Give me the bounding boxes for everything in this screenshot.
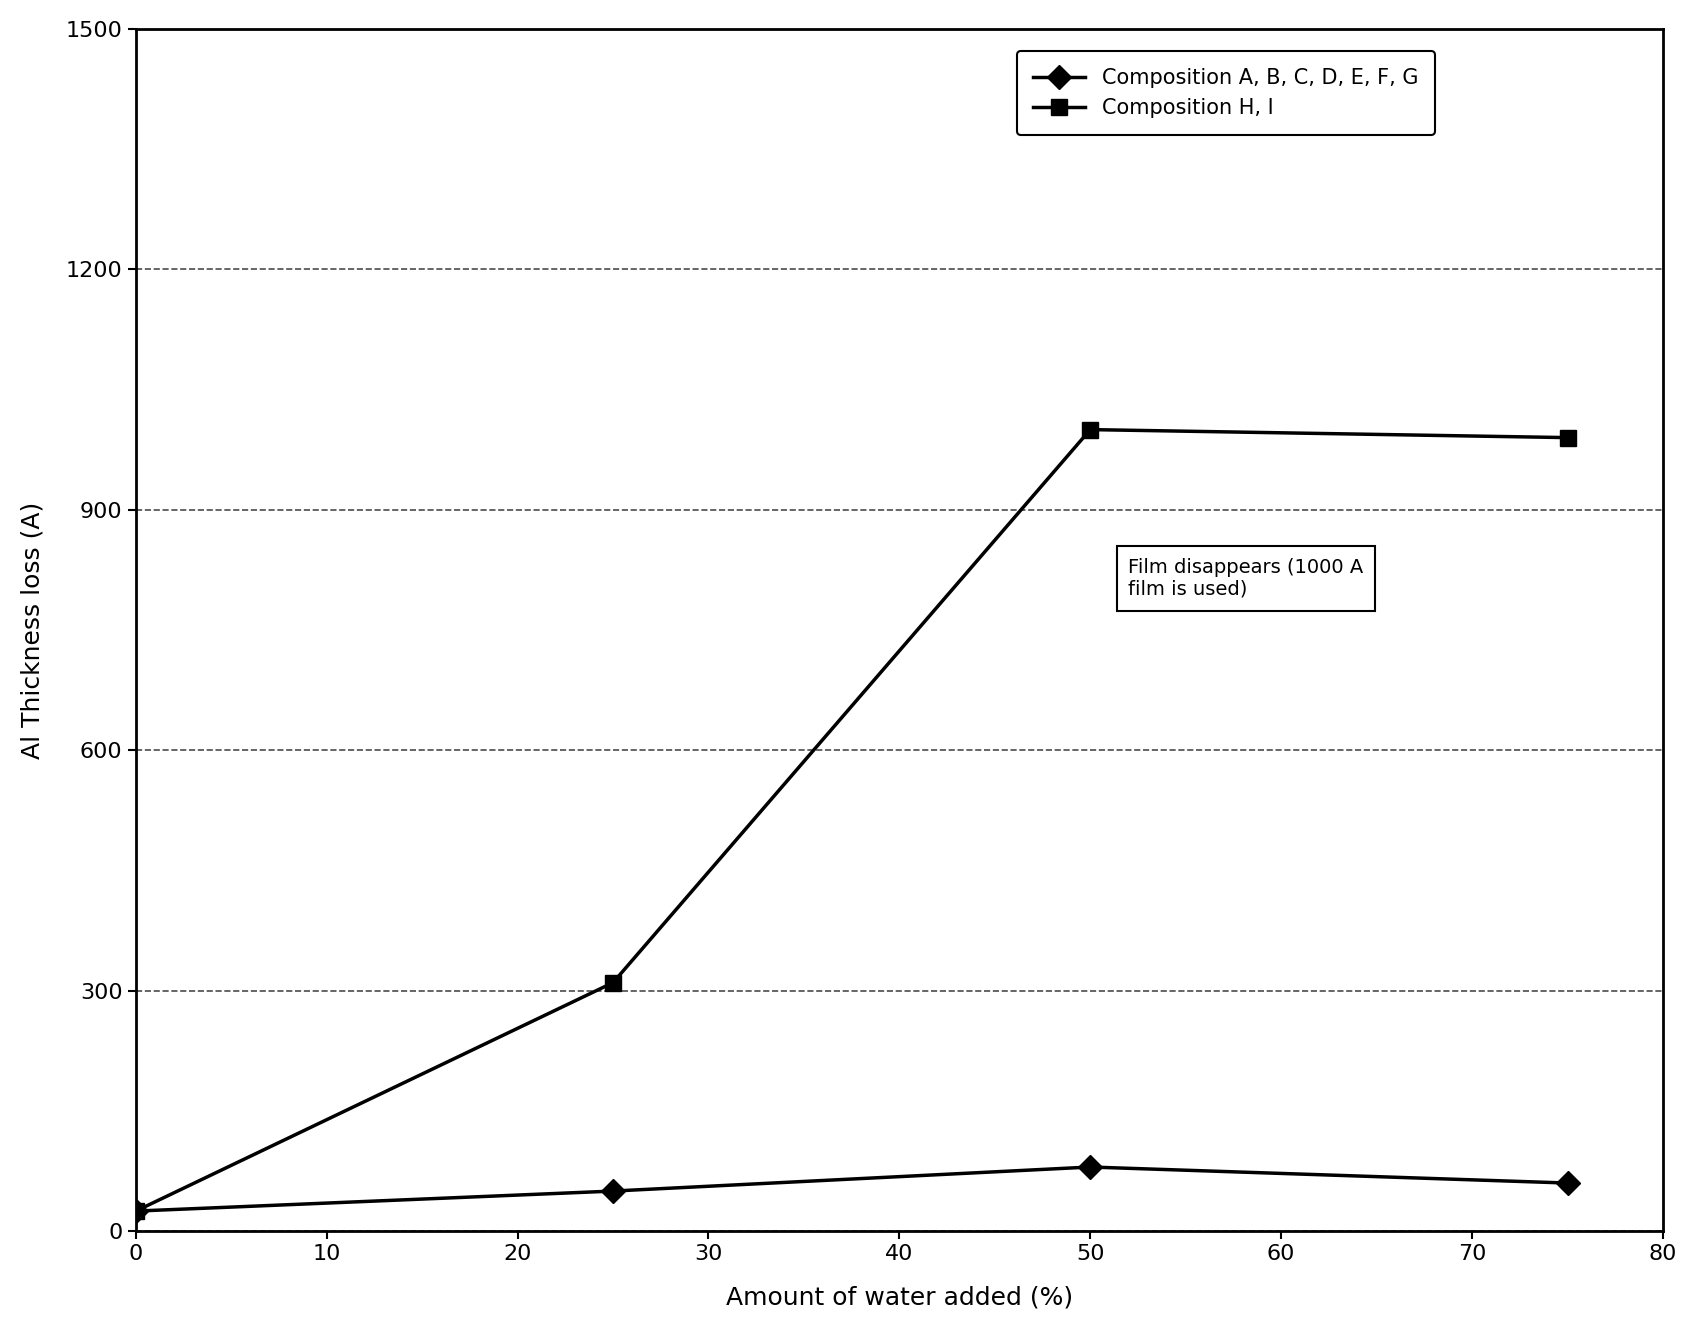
Line: Composition A, B, C, D, E, F, G: Composition A, B, C, D, E, F, G bbox=[127, 1158, 1576, 1220]
Composition H, I bbox=[126, 1204, 146, 1220]
Composition H, I bbox=[1080, 422, 1100, 438]
Line: Composition H, I: Composition H, I bbox=[127, 422, 1576, 1220]
Composition A, B, C, D, E, F, G bbox=[603, 1184, 623, 1200]
Composition A, B, C, D, E, F, G bbox=[1557, 1176, 1577, 1192]
X-axis label: Amount of water added (%): Amount of water added (%) bbox=[725, 1285, 1073, 1309]
Composition H, I bbox=[603, 975, 623, 991]
Composition A, B, C, D, E, F, G bbox=[126, 1204, 146, 1220]
Text: Film disappears (1000 A
film is used): Film disappears (1000 A film is used) bbox=[1129, 557, 1363, 598]
Y-axis label: Al Thickness loss (A): Al Thickness loss (A) bbox=[20, 501, 44, 758]
Composition H, I bbox=[1557, 430, 1577, 446]
Legend: Composition A, B, C, D, E, F, G, Composition H, I: Composition A, B, C, D, E, F, G, Composi… bbox=[1017, 52, 1435, 136]
Composition A, B, C, D, E, F, G bbox=[1080, 1158, 1100, 1174]
